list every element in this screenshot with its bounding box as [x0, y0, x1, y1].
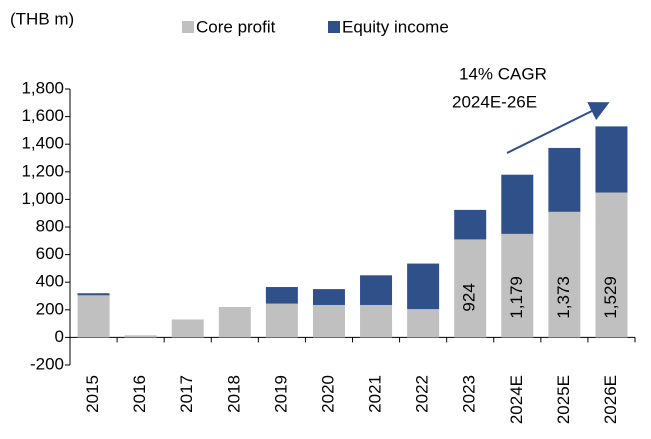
- legend-label: Equity income: [342, 17, 449, 36]
- unit-label: (THB m): [10, 9, 74, 28]
- bar-segment: [407, 263, 440, 310]
- bar-segment: [454, 239, 487, 338]
- legend-label: Core profit: [196, 17, 276, 36]
- bar-segment: [77, 293, 110, 296]
- bar-segment: [77, 295, 110, 338]
- x-tick-label: 2019: [271, 375, 290, 413]
- bar-segment: [265, 287, 298, 304]
- bar-segment: [312, 304, 345, 338]
- bar-segment: [265, 303, 298, 338]
- total-label: 1,179: [507, 276, 526, 319]
- x-tick-label: 2016: [130, 375, 149, 413]
- x-tick-label: 2023: [460, 375, 479, 413]
- x-tick-label: 2020: [318, 375, 337, 413]
- bar-segment: [218, 307, 251, 338]
- bar-segment: [312, 289, 345, 305]
- bar-segment: [548, 211, 581, 338]
- legend-swatch: [182, 21, 194, 33]
- total-label: 1,529: [601, 276, 620, 319]
- x-tick-label: 2024E: [507, 375, 526, 424]
- y-tick-label: 1,200: [21, 161, 64, 180]
- bar-segment: [454, 209, 487, 240]
- y-tick-label: 0: [55, 327, 64, 346]
- y-tick-label: 600: [36, 244, 64, 263]
- bar-segment: [501, 174, 534, 234]
- bar-segment: [171, 319, 204, 338]
- bar-segment: [360, 304, 393, 338]
- annotation: 2024E-26E: [452, 92, 537, 111]
- y-tick-label: 400: [36, 272, 64, 291]
- y-tick-label: 800: [36, 216, 64, 235]
- y-tick-label: 1,400: [21, 134, 64, 153]
- total-label: 924: [460, 283, 479, 311]
- y-tick-label: 1,800: [21, 78, 64, 97]
- bar-segment: [548, 147, 581, 212]
- bar-segment: [124, 335, 157, 338]
- x-tick-label: 2018: [224, 375, 243, 413]
- y-tick-label: 200: [36, 299, 64, 318]
- x-tick-label: 2017: [177, 375, 196, 413]
- y-tick-label: 1,000: [21, 189, 64, 208]
- x-tick-label: 2021: [366, 375, 385, 413]
- x-tick-label: 2025E: [554, 375, 573, 424]
- total-label: 1,373: [554, 276, 573, 319]
- cagr-arrow: [506, 102, 610, 154]
- x-tick-label: 2015: [83, 375, 102, 413]
- x-tick-label: 2022: [413, 375, 432, 413]
- x-tick-label: 2026E: [601, 375, 620, 424]
- bar-segment: [595, 126, 628, 193]
- bar-segment: [501, 233, 534, 338]
- bar-segment: [407, 309, 440, 338]
- annotation: 14% CAGR: [459, 64, 547, 83]
- bar-segment: [360, 275, 393, 305]
- bar-segment: [595, 192, 628, 338]
- y-tick-label: -200: [30, 354, 64, 373]
- y-tick-label: 1,600: [21, 106, 64, 125]
- legend-swatch: [328, 21, 340, 33]
